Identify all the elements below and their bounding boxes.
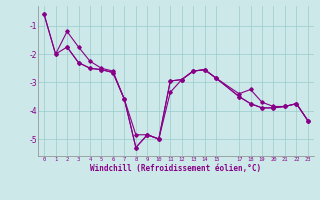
X-axis label: Windchill (Refroidissement éolien,°C): Windchill (Refroidissement éolien,°C) [91, 164, 261, 173]
